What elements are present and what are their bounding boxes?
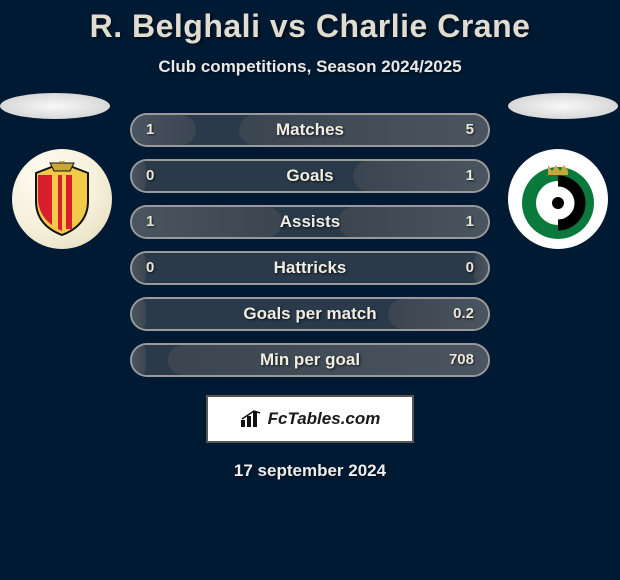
shield-icon [30, 161, 94, 237]
stat-label: Assists [132, 207, 488, 237]
team-crest-right [508, 149, 608, 249]
stat-row: 0Hattricks0 [130, 251, 490, 285]
stat-row: Min per goal708 [130, 343, 490, 377]
stat-label: Goals per match [132, 299, 488, 329]
date-label: 17 september 2024 [0, 461, 620, 481]
left-player-column [0, 93, 112, 249]
stat-label: Min per goal [132, 345, 488, 375]
stat-value-right: 5 [466, 115, 474, 145]
stat-value-right: 1 [466, 161, 474, 191]
stats-list: 1Matches50Goals11Assists10Hattricks0Goal… [130, 113, 490, 377]
team-crest-left [12, 149, 112, 249]
stat-value-right: 708 [449, 345, 474, 375]
watermark-badge: FcTables.com [206, 395, 414, 443]
stat-label: Goals [132, 161, 488, 191]
stat-value-right: 0.2 [453, 299, 474, 329]
stat-row: 0Goals1 [130, 159, 490, 193]
stat-row: 1Assists1 [130, 205, 490, 239]
chart-icon [240, 410, 262, 428]
right-player-column [508, 93, 620, 249]
stat-value-right: 1 [466, 207, 474, 237]
club-badge-icon [516, 157, 600, 241]
watermark-text: FcTables.com [268, 409, 381, 429]
stat-row: Goals per match0.2 [130, 297, 490, 331]
stat-label: Hattricks [132, 253, 488, 283]
stat-label: Matches [132, 115, 488, 145]
stat-row: 1Matches5 [130, 113, 490, 147]
avatar-placeholder-left [0, 93, 110, 119]
stat-value-right: 0 [466, 253, 474, 283]
subtitle: Club competitions, Season 2024/2025 [0, 57, 620, 77]
avatar-placeholder-right [508, 93, 618, 119]
page-title: R. Belghali vs Charlie Crane [0, 8, 620, 45]
comparison-panel: 1Matches50Goals11Assists10Hattricks0Goal… [0, 113, 620, 481]
